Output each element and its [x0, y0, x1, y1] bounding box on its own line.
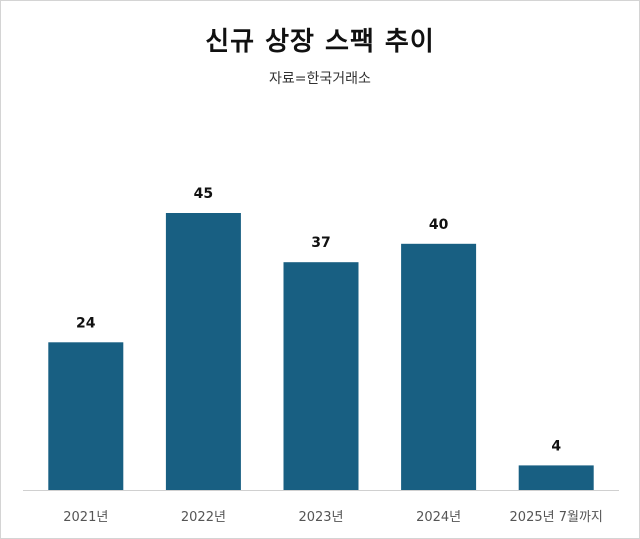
bar-2 — [165, 213, 241, 490]
x-tick-label: 2025년 7월까지 — [510, 510, 603, 525]
bar-4 — [401, 243, 477, 490]
bar-value-label: 37 — [311, 235, 330, 251]
chart-title: 신규 상장 스팩 추이 — [205, 27, 435, 57]
bar-5 — [518, 465, 594, 490]
bar-value-label: 40 — [429, 217, 449, 233]
x-tick-label: 2022년 — [181, 510, 226, 525]
bar-value-label: 45 — [194, 186, 213, 202]
bar-3 — [283, 262, 359, 490]
bar-value-label: 4 — [551, 438, 561, 454]
bar-1 — [48, 342, 124, 490]
x-tick-label: 2024년 — [416, 510, 461, 525]
x-tick-label: 2021년 — [63, 510, 108, 525]
x-tick-label: 2023년 — [298, 510, 343, 525]
chart-source: 자료=한국거래소 — [269, 71, 371, 87]
bar-value-label: 24 — [76, 315, 96, 331]
